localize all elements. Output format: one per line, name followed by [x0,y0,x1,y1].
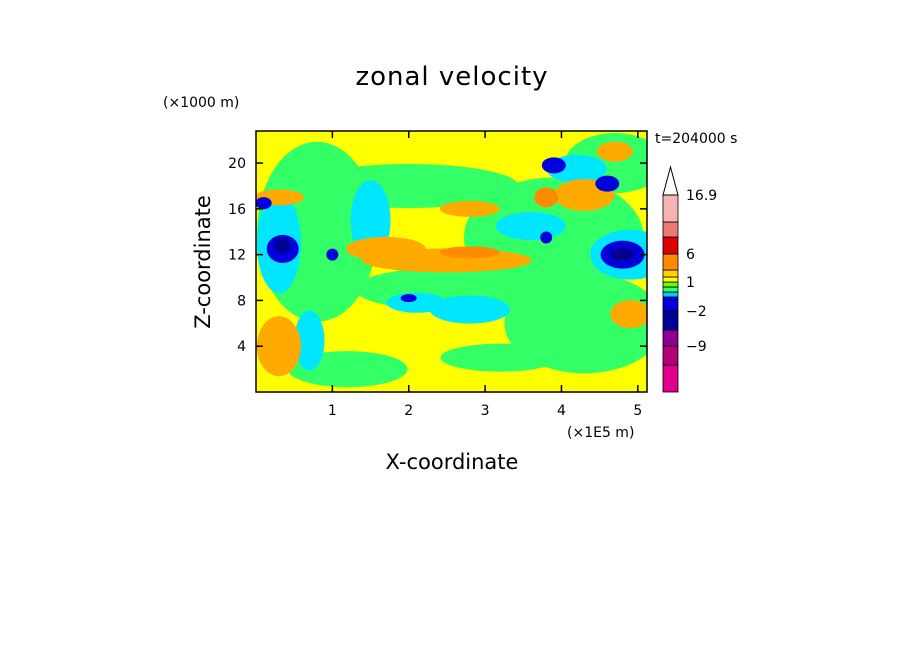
x-tick-label: 4 [557,403,566,419]
y-tick-label: 12 [228,248,246,264]
colorbar-band [662,221,679,238]
x-axis-title: X-coordinate [386,450,519,474]
time-label: t=204000 s [655,131,737,147]
x-tick-label: 1 [328,403,337,419]
colorbar-extend-arrow [662,165,679,196]
contour-region [256,197,272,210]
contour-region [439,200,500,217]
colorbar: 16.9 6 1 −2 −9 [662,165,717,393]
contour-region [429,295,510,324]
x-tick-label: 5 [633,403,642,419]
contour-region [610,300,647,329]
contour-region [596,141,633,162]
colorbar-band [662,329,679,347]
plot-frame [255,130,648,393]
contour-region [440,343,561,372]
contour-region [294,310,325,371]
colorbar-band [662,291,679,298]
colorbar-label: 6 [686,247,695,263]
y-tick-label: 16 [228,202,246,218]
colorbar-band [662,345,679,366]
colorbar-band [662,296,679,312]
colorbar-label: −2 [686,304,707,320]
colorbar-band [662,276,679,283]
contour-region [610,247,635,262]
colorbar-label: 16.9 [686,188,717,204]
y-tick-label: 4 [237,339,246,355]
colorbar-band [662,286,679,293]
y-tick-label: 8 [237,293,246,309]
y-tick-label: 20 [228,156,246,172]
contour-region [256,316,301,377]
contour-region [326,248,339,261]
contour-region [345,236,426,261]
x-axis: 1 2 3 4 5 [328,131,642,419]
contour-region [274,237,291,254]
colorbar-band [662,194,679,223]
colorbar-band [662,310,679,331]
x-tick-label: 3 [481,403,490,419]
x-unit-label: (×1E5 m) [567,425,634,441]
contour-region [540,231,553,244]
colorbar-band [662,281,679,288]
x-tick-label: 2 [404,403,413,419]
contour-region [386,292,447,313]
contour-region [495,212,566,241]
heatmap-field [256,131,647,392]
colorbar-label: 1 [686,275,695,291]
colorbar-label: −9 [686,339,707,355]
colorbar-band [662,364,679,393]
contour-region [534,187,559,208]
y-axis: 4 8 12 16 20 [228,156,647,355]
chart-title: zonal velocity [355,62,548,92]
contour-region [400,294,417,303]
contour-region [541,157,566,174]
colorbar-band [662,236,679,255]
z-unit-label: (×1000 m) [163,95,239,111]
y-axis-title: Z-coordinate [191,195,215,329]
colorbar-band [662,253,679,271]
colorbar-band [662,269,679,278]
contour-region [439,246,500,259]
contour-region [595,175,620,192]
